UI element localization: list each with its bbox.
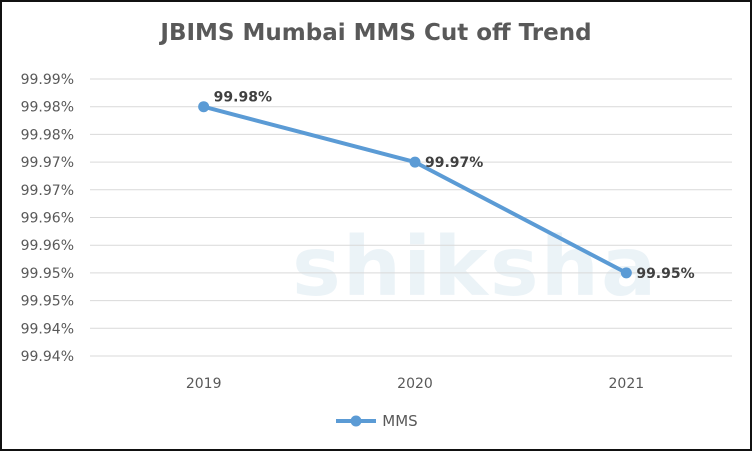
x-tick-label: 2021	[609, 376, 645, 392]
legend-marker	[336, 415, 377, 427]
y-tick-label: 99.94%	[21, 321, 74, 337]
data-point	[409, 156, 421, 168]
legend-label: MMS	[382, 412, 418, 430]
y-tick-label: 99.97%	[21, 183, 74, 199]
y-tick-label: 99.95%	[21, 266, 74, 282]
data-label: 99.95%	[636, 266, 694, 282]
y-tick-label: 99.96%	[21, 238, 74, 254]
y-tick-label: 99.97%	[21, 155, 74, 171]
chart-title: JBIMS Mumbai MMS Cut off Trend	[160, 20, 592, 46]
y-tick-label: 99.94%	[21, 349, 74, 365]
y-tick-label: 99.98%	[21, 127, 74, 143]
data-point	[620, 267, 632, 279]
y-tick-label: 99.95%	[21, 294, 74, 310]
y-tick-label: 99.99%	[21, 72, 74, 88]
data-point	[198, 101, 210, 113]
x-tick-label: 2020	[397, 376, 433, 392]
data-label: 99.98%	[214, 90, 272, 106]
x-tick-label: 2019	[186, 376, 222, 392]
y-tick-label: 99.98%	[21, 100, 74, 116]
y-tick-label: 99.96%	[21, 211, 74, 227]
watermark-logo: shiksha	[292, 220, 659, 315]
data-label: 99.97%	[425, 155, 483, 171]
legend: MMS	[2, 412, 750, 430]
